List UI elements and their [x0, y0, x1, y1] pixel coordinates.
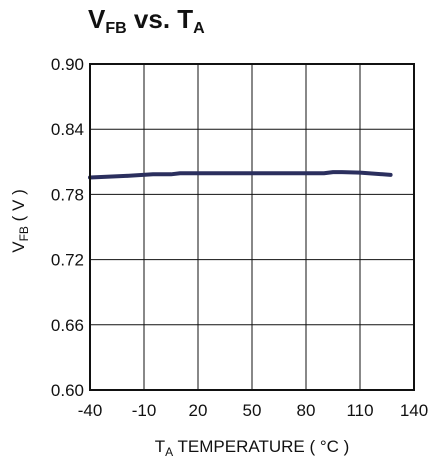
x-axis-label-main-1: T — [155, 437, 165, 456]
x-tick-label: -10 — [132, 401, 157, 420]
series-layer — [88, 170, 393, 180]
y-axis-label-main-2: ( V ) — [9, 189, 28, 226]
x-tick-label: -40 — [78, 401, 103, 420]
x-axis-label: TA TEMPERATURE ( °C ) — [155, 437, 350, 459]
chart-grid — [89, 63, 415, 391]
y-tick-label: 0.84 — [51, 120, 84, 139]
x-tick-label: 20 — [189, 401, 208, 420]
y-tick-label: 0.90 — [51, 55, 84, 74]
chart-title-sub-2: A — [193, 20, 205, 37]
y-axis-label: VFB ( V ) — [9, 189, 31, 253]
y-tick-label: 0.60 — [51, 381, 84, 400]
series-line-0 — [88, 170, 393, 180]
y-axis-label-sub-1: FB — [17, 226, 31, 241]
tick-labels: -40 -10 20 50 80 110 140 0.90 0.84 0.78 0.72 0.66 0.… — [51, 55, 428, 420]
x-tick-label: 80 — [297, 401, 316, 420]
y-axis-label-main-1: V — [9, 241, 28, 253]
x-axis-label-sub-1: A — [165, 445, 173, 459]
x-axis-label-main-2: TEMPERATURE ( °C ) — [173, 437, 349, 456]
y-tick-label: 0.72 — [51, 251, 84, 270]
x-tick-label: 110 — [346, 401, 373, 420]
x-tick-label: 50 — [243, 401, 262, 420]
x-tick-label: 140 — [400, 401, 428, 420]
chart-title: VFB vs. TA — [88, 4, 205, 37]
y-tick-label: 0.66 — [51, 316, 84, 335]
chart-title-main-1: V — [88, 4, 106, 34]
plot-frame — [89, 63, 415, 391]
chart-title-sub-1: FB — [105, 20, 126, 37]
y-tick-label: 0.78 — [51, 185, 84, 204]
chart-title-main-2: vs. T — [127, 4, 194, 34]
